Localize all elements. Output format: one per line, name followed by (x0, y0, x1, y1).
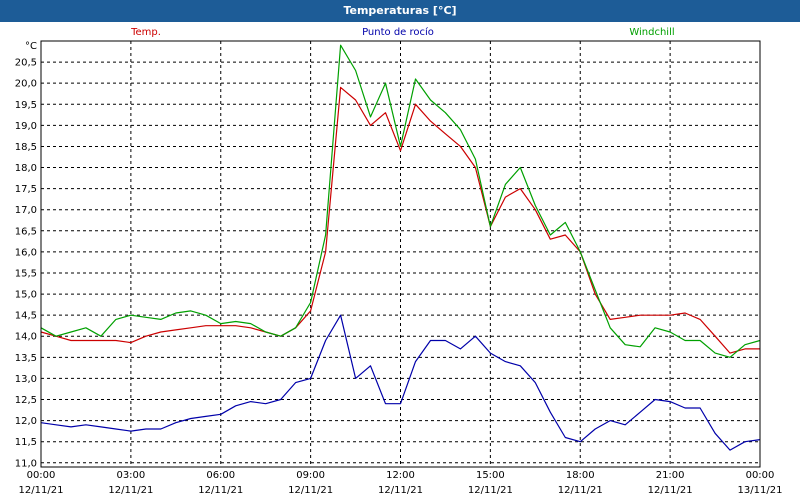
y-tick-label: 12,0 (15, 416, 37, 427)
x-tick-time: 03:00 (116, 470, 145, 481)
x-tick-time: 09:00 (296, 470, 325, 481)
window-title: Temperaturas [°C] (0, 0, 800, 22)
y-unit-label: °C (25, 41, 37, 52)
x-tick-time: 00:00 (746, 470, 775, 481)
axes: 11,0 11,5 12,0 12,5 13,0 13,5 14,0 14,5 15,0 15,5… (15, 58, 783, 496)
y-tick-label: 20,0 (15, 79, 37, 90)
x-tick-time: 12:00 (386, 470, 415, 481)
y-tick-label: 16,0 (15, 247, 37, 258)
legend: Temp. Punto de rocío Windchill (130, 26, 675, 38)
x-tick-date: 12/11/21 (558, 485, 603, 496)
legend-windchill: Windchill (629, 27, 674, 38)
x-tick-date: 12/11/21 (288, 485, 333, 496)
x-tick-date: 12/11/21 (648, 485, 693, 496)
y-tick-label: 13,0 (15, 374, 37, 385)
legend-punto-de-roc-o: Punto de rocío (362, 26, 434, 38)
plot-area (40, 40, 761, 468)
x-tick-date: 12/11/21 (19, 485, 64, 496)
series-layer (40, 44, 761, 451)
x-tick-time: 15:00 (476, 470, 505, 481)
grid (41, 41, 760, 467)
y-tick-label: 15,5 (15, 268, 37, 279)
series-line-punto-de-roc-o (40, 314, 761, 451)
y-tick-label: 19,5 (15, 100, 37, 111)
y-tick-label: 17,5 (15, 184, 37, 195)
x-tick-date: 12/11/21 (378, 485, 423, 496)
legend-temp-: Temp. (130, 27, 161, 38)
x-tick-date: 12/11/21 (108, 485, 153, 496)
y-tick-label: 14,0 (15, 332, 37, 343)
y-tick-label: 14,5 (15, 311, 37, 322)
y-tick-label: 19,0 (15, 121, 37, 132)
x-tick-time: 06:00 (206, 470, 235, 481)
y-tick-label: 18,0 (15, 163, 37, 174)
y-tick-label: 20,5 (15, 58, 37, 69)
y-tick-label: 11,5 (15, 437, 37, 448)
y-tick-label: 13,5 (15, 353, 37, 364)
x-tick-date: 13/11/21 (738, 485, 783, 496)
series-line-temp- (40, 86, 760, 354)
x-tick-date: 12/11/21 (468, 485, 513, 496)
x-tick-date: 12/11/21 (198, 485, 243, 496)
y-tick-label: 15,0 (15, 290, 37, 301)
y-tick-label: 16,5 (15, 226, 37, 237)
x-tick-time: 21:00 (656, 470, 685, 481)
series-line-windchill (40, 44, 761, 358)
y-tick-label: 17,0 (15, 205, 37, 216)
x-tick-time: 18:00 (566, 470, 595, 481)
y-tick-label: 11,0 (15, 458, 37, 469)
temperature-chart: 11,0 11,5 12,0 12,5 13,0 13,5 14,0 14,5 15,0 15,5… (15, 26, 783, 496)
y-tick-label: 12,5 (15, 395, 37, 406)
y-tick-label: 18,5 (15, 142, 37, 153)
x-tick-time: 00:00 (27, 470, 56, 481)
